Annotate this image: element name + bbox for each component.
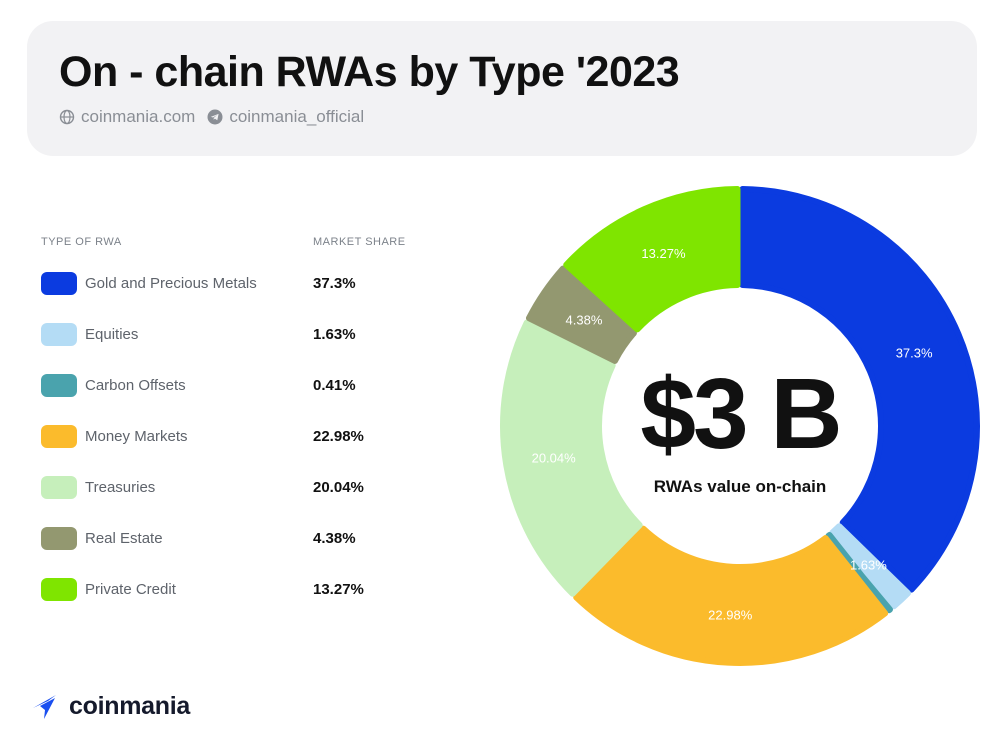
telegram-text: coinmania_official [229,107,365,126]
center-total: $3 B [640,358,839,470]
donut-slice [829,523,911,610]
legend-value: 22.98% [313,428,364,445]
website-link[interactable]: coinmania.com [59,107,195,127]
telegram-link[interactable]: coinmania_official [207,107,364,127]
donut-slice [739,186,980,593]
legend-label: Carbon Offsets [85,377,186,394]
legend-label: Treasuries [85,479,156,496]
donut-slices [500,186,980,666]
globe-icon [59,109,75,125]
legend-value: 13.27% [313,581,364,598]
coinmania-logo-icon [33,694,56,719]
header-card: On - chain RWAs by Type '2023 coinmania.… [27,21,977,156]
center-caption: RWAs value on-chain [654,477,827,496]
legend-swatch [41,272,77,295]
legend-rows: Gold and Precious Metals 37.3% Equities … [41,272,441,629]
type-column-header: TYPE OF RWA [41,236,122,248]
legend-label: Money Markets [85,428,188,445]
donut-slice [563,186,741,333]
donut-slice-labels: 37.3% 1.63% 22.98% 20.04% 4.38% 13.27% [532,246,933,623]
slice-value-label: 22.98% [708,608,753,623]
donut-slice [525,265,637,364]
legend-value: 20.04% [313,479,364,496]
legend-swatch [41,527,77,550]
legend-swatch [41,476,77,499]
website-text: coinmania.com [81,107,196,126]
source-links: coinmania.com coinmania_official [59,107,364,127]
brand-name: coinmania [69,692,190,720]
legend-value: 4.38% [313,530,356,547]
telegram-icon [207,109,223,125]
legend-swatch [41,425,77,448]
legend-label: Gold and Precious Metals [85,275,257,292]
legend-swatch [41,374,77,397]
legend-value: 0.41% [313,377,356,394]
slice-value-label: 20.04% [532,451,577,466]
legend-label: Private Credit [85,581,176,598]
legend-row: Gold and Precious Metals 37.3% [41,272,441,323]
legend-table: TYPE OF RWA MARKET SHARE Gold and Precio… [41,236,441,601]
slice-value-label: 1.63% [850,558,887,573]
legend-row: Carbon Offsets 0.41% [41,374,441,425]
legend-value: 1.63% [313,326,356,343]
legend-row: Money Markets 22.98% [41,425,441,476]
share-column-header: MARKET SHARE [313,236,406,248]
legend-label: Equities [85,326,139,343]
slice-value-label: 13.27% [641,246,686,261]
legend-row: Equities 1.63% [41,323,441,374]
donut-chart: 37.3% 1.63% 22.98% 20.04% 4.38% 13.27% $3 B R… [500,186,980,666]
slice-value-label: 37.3% [896,346,933,361]
slice-value-label: 4.38% [566,312,603,327]
donut-slice [573,525,889,666]
legend-row: Real Estate 4.38% [41,527,441,578]
donut-slice [500,319,643,597]
legend-value: 37.3% [313,275,356,292]
legend-label: Real Estate [85,530,163,547]
legend-header: TYPE OF RWA MARKET SHARE [41,236,441,260]
footer-brand: coinmania [31,692,190,721]
legend-swatch [41,578,77,601]
legend-row: Private Credit 13.27% [41,578,441,629]
legend-swatch [41,323,77,346]
page-title: On - chain RWAs by Type '2023 [59,48,680,96]
legend-row: Treasuries 20.04% [41,476,441,527]
donut-slice [825,531,893,614]
